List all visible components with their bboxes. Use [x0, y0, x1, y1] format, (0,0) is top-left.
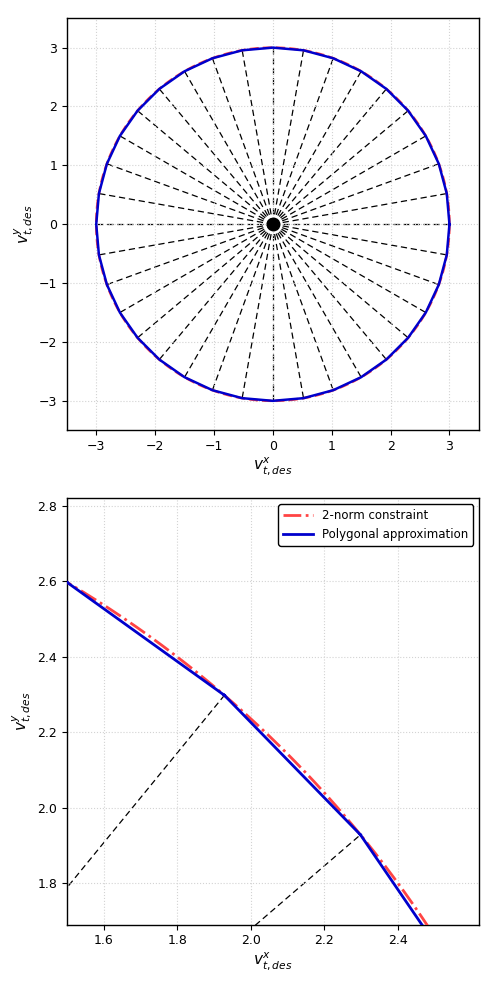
Line: Polygonal approximation: Polygonal approximation	[0, 498, 471, 983]
Line: 2-norm constraint: 2-norm constraint	[30, 561, 490, 983]
2-norm constraint	[415, 905, 420, 917]
Polygonal approximation	[358, 829, 364, 840]
X-axis label: $v^x_{t,des}$: $v^x_{t,des}$	[253, 951, 293, 972]
Polygonal approximation	[64, 576, 70, 588]
2-norm constraint	[27, 555, 33, 567]
Polygonal approximation	[358, 829, 364, 840]
2-norm constraint	[406, 893, 412, 904]
Polygonal approximation	[221, 689, 227, 701]
Y-axis label: $v^y_{t,des}$: $v^y_{t,des}$	[13, 204, 36, 244]
2-norm constraint	[76, 584, 82, 596]
Y-axis label: $v^y_{t,des}$: $v^y_{t,des}$	[11, 692, 34, 731]
2-norm constraint	[241, 707, 247, 719]
X-axis label: $v^x_{t,des}$: $v^x_{t,des}$	[253, 456, 293, 478]
Legend: 2-norm constraint, Polygonal approximation: 2-norm constraint, Polygonal approximati…	[278, 504, 473, 546]
2-norm constraint	[223, 691, 229, 703]
2-norm constraint	[361, 833, 367, 844]
Polygonal approximation	[64, 576, 70, 588]
Polygonal approximation	[221, 689, 227, 701]
